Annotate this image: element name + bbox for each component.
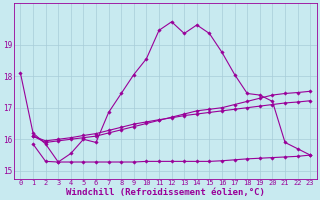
X-axis label: Windchill (Refroidissement éolien,°C): Windchill (Refroidissement éolien,°C) (66, 188, 265, 197)
